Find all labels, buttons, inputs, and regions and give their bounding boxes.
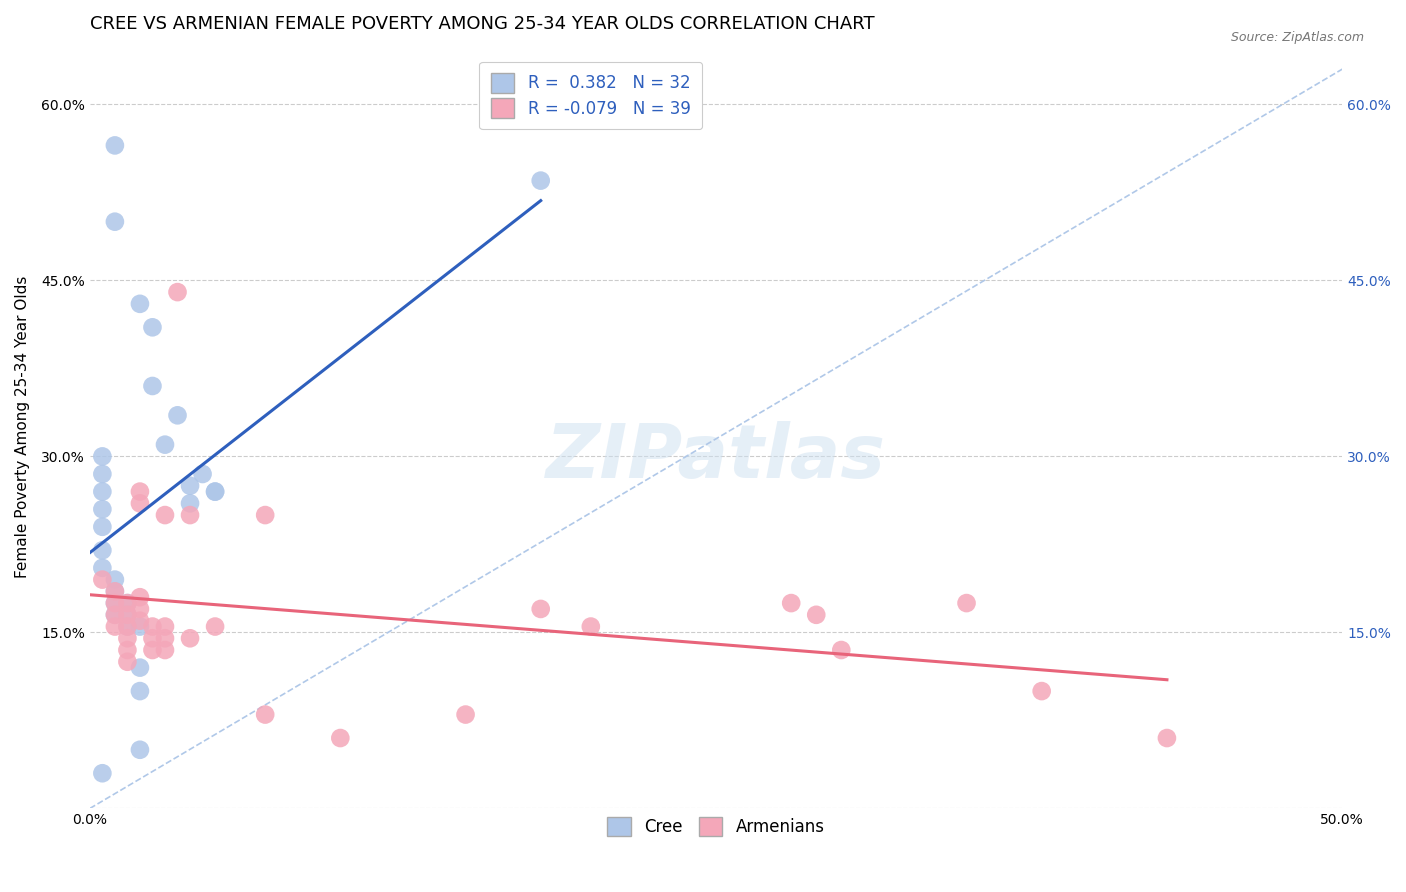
Point	[191, 467, 214, 481]
Point	[141, 619, 163, 633]
Point	[104, 573, 127, 587]
Point	[129, 619, 152, 633]
Point	[91, 573, 114, 587]
Point	[117, 655, 139, 669]
Point	[129, 684, 152, 698]
Point	[153, 437, 176, 451]
Point	[104, 138, 127, 153]
Point	[179, 632, 201, 646]
Point	[204, 484, 226, 499]
Point	[141, 320, 163, 334]
Point	[91, 502, 114, 516]
Point	[104, 596, 127, 610]
Point	[830, 643, 852, 657]
Point	[117, 619, 139, 633]
Point	[129, 484, 152, 499]
Point	[104, 215, 127, 229]
Point	[104, 584, 127, 599]
Point	[166, 285, 188, 299]
Point	[166, 409, 188, 423]
Point	[1031, 684, 1053, 698]
Point	[141, 643, 163, 657]
Point	[117, 643, 139, 657]
Point	[955, 596, 977, 610]
Point	[153, 619, 176, 633]
Point	[117, 596, 139, 610]
Point	[117, 632, 139, 646]
Point	[179, 496, 201, 510]
Point	[91, 543, 114, 558]
Point	[104, 584, 127, 599]
Point	[179, 508, 201, 522]
Point	[91, 561, 114, 575]
Point	[104, 607, 127, 622]
Point	[91, 467, 114, 481]
Point	[179, 479, 201, 493]
Point	[530, 602, 553, 616]
Point	[204, 484, 226, 499]
Point	[91, 484, 114, 499]
Point	[1156, 731, 1178, 745]
Text: Source: ZipAtlas.com: Source: ZipAtlas.com	[1230, 31, 1364, 45]
Point	[254, 508, 277, 522]
Point	[91, 520, 114, 534]
Y-axis label: Female Poverty Among 25-34 Year Olds: Female Poverty Among 25-34 Year Olds	[15, 276, 30, 578]
Point	[153, 632, 176, 646]
Point	[104, 607, 127, 622]
Point	[153, 643, 176, 657]
Point	[780, 596, 803, 610]
Point	[91, 766, 114, 780]
Point	[129, 591, 152, 605]
Point	[117, 596, 139, 610]
Point	[141, 632, 163, 646]
Point	[117, 607, 139, 622]
Point	[104, 596, 127, 610]
Text: ZIPatlas: ZIPatlas	[546, 421, 886, 494]
Point	[530, 173, 553, 187]
Point	[129, 297, 152, 311]
Point	[329, 731, 352, 745]
Point	[104, 619, 127, 633]
Point	[129, 614, 152, 628]
Point	[153, 508, 176, 522]
Point	[129, 660, 152, 674]
Point	[454, 707, 477, 722]
Point	[91, 450, 114, 464]
Legend: Cree, Armenians: Cree, Armenians	[598, 806, 835, 846]
Point	[806, 607, 828, 622]
Point	[141, 379, 163, 393]
Point	[129, 743, 152, 757]
Point	[129, 496, 152, 510]
Text: CREE VS ARMENIAN FEMALE POVERTY AMONG 25-34 YEAR OLDS CORRELATION CHART: CREE VS ARMENIAN FEMALE POVERTY AMONG 25…	[90, 15, 875, 33]
Point	[204, 619, 226, 633]
Point	[254, 707, 277, 722]
Point	[117, 607, 139, 622]
Point	[579, 619, 602, 633]
Point	[117, 619, 139, 633]
Point	[129, 602, 152, 616]
